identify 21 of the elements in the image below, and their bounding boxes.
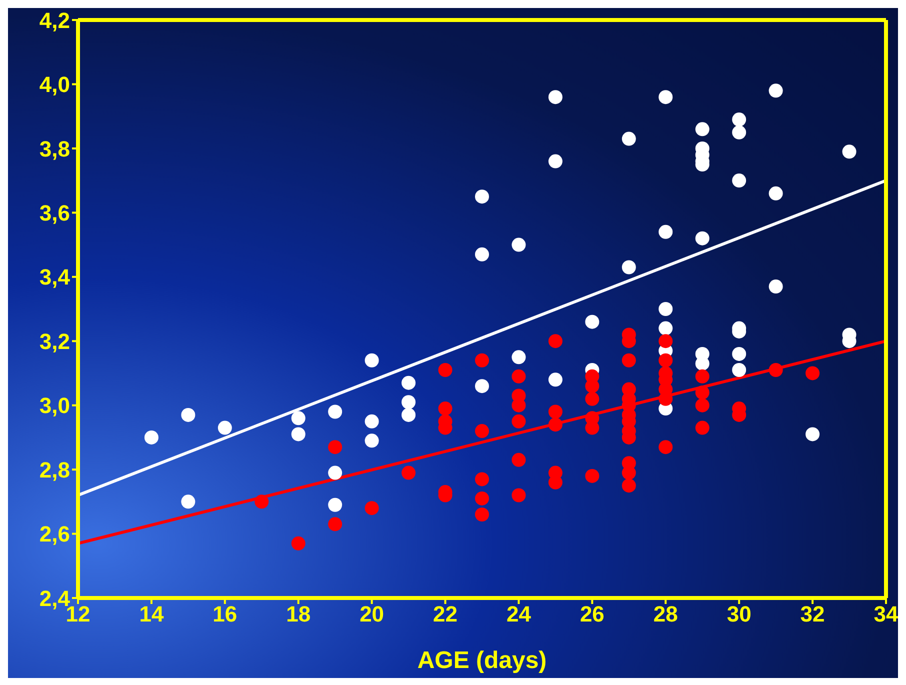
y-tick-label: 3,0 <box>39 393 70 418</box>
x-tick-label: 20 <box>360 602 384 627</box>
x-tick-label: 28 <box>653 602 678 627</box>
x-tick-label: 26 <box>580 602 604 627</box>
y-tick-label: 2,8 <box>39 457 70 482</box>
x-tick-label: 32 <box>800 602 825 627</box>
y-tick-label: 3,8 <box>39 136 70 162</box>
y-tick-label: 4,2 <box>39 8 70 33</box>
y-tick-label: 4,0 <box>39 72 70 98</box>
y-tick-label: 3,6 <box>39 200 70 226</box>
y-tick-label: 3,2 <box>39 328 70 354</box>
x-tick-label: 34 <box>874 602 899 627</box>
x-tick-label: 16 <box>212 602 238 627</box>
y-tick-label: 2,6 <box>39 522 70 547</box>
x-tick-label: 18 <box>286 602 311 627</box>
y-tick-label: 3,4 <box>39 264 71 290</box>
x-tick-label: 24 <box>506 602 532 627</box>
x-tick-label: 30 <box>726 602 752 627</box>
x-axis-title: AGE (days) <box>417 647 547 674</box>
x-tick-label: 22 <box>433 602 458 627</box>
x-tick-label: 14 <box>139 602 164 627</box>
